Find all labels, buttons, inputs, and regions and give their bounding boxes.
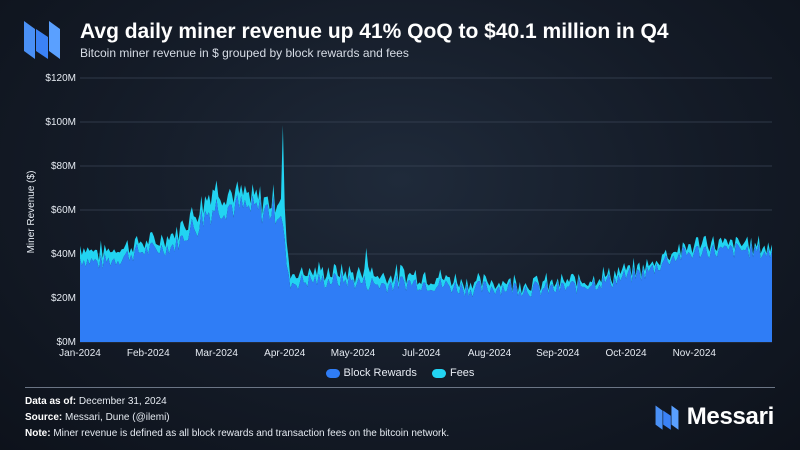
x-tick-label: Aug-2024 xyxy=(468,348,512,359)
chart-legend: Block Rewards Fees xyxy=(0,367,800,381)
footer-source: Source: Messari, Dune (@ilemi) xyxy=(25,412,170,423)
y-tick-label: $60M xyxy=(51,205,76,216)
y-tick-label: $0M xyxy=(57,337,76,348)
y-tick-label: $80M xyxy=(51,161,76,172)
x-tick-label: Jan-2024 xyxy=(59,348,101,359)
fees-area xyxy=(80,125,772,298)
legend-item-block-rewards: Block Rewards xyxy=(325,367,417,379)
legend-swatch-fees xyxy=(431,368,446,378)
x-tick-label: Mar-2024 xyxy=(195,348,238,359)
source-label: Source: xyxy=(25,412,63,423)
source-value: Messari, Dune (@ilemi) xyxy=(65,412,170,423)
y-axis-ticks: $0M $20M $40M $60M $80M $100M $120M xyxy=(45,73,76,348)
brand-mark: Messari xyxy=(653,403,774,431)
legend-label-block-rewards: Block Rewards xyxy=(343,367,417,379)
data-areas xyxy=(80,125,772,342)
x-tick-label: Sep-2024 xyxy=(536,348,580,359)
brand-name: Messari xyxy=(686,403,775,430)
x-tick-label: Nov-2024 xyxy=(673,348,717,359)
y-tick-label: $120M xyxy=(45,73,76,84)
footer-divider xyxy=(25,387,775,388)
x-tick-label: Apr-2024 xyxy=(264,348,306,359)
x-axis-ticks: Jan-2024 Feb-2024 Mar-2024 Apr-2024 May-2024… xyxy=(59,348,716,359)
footer-note: Note: Miner revenue is defined as all bl… xyxy=(25,428,449,439)
x-tick-label: Oct-2024 xyxy=(605,348,647,359)
footer-data-as-of: Data as of: December 31, 2024 xyxy=(25,396,167,407)
x-tick-label: May-2024 xyxy=(331,348,376,359)
x-tick-label: Jul-2024 xyxy=(402,348,441,359)
x-tick-label: Feb-2024 xyxy=(127,348,170,359)
legend-label-fees: Fees xyxy=(449,367,475,379)
data-as-of-label: Data as of: xyxy=(25,396,77,407)
legend-item-fees: Fees xyxy=(431,367,475,379)
revenue-area-chart: $0M $20M $40M $60M $80M $100M $120M Jan-2024 Fe… xyxy=(26,73,772,359)
y-tick-label: $40M xyxy=(51,249,76,260)
data-as-of-value: December 31, 2024 xyxy=(78,396,167,407)
legend-swatch-block-rewards xyxy=(325,368,340,378)
y-axis-title: Miner Revenue ($) xyxy=(26,171,37,254)
note-value: Miner revenue is defined as all block re… xyxy=(53,428,450,439)
y-tick-label: $100M xyxy=(45,117,76,128)
messari-logo-icon xyxy=(24,21,60,59)
chart-subtitle: Bitcoin miner revenue in $ grouped by bl… xyxy=(80,46,409,60)
messari-brand-icon xyxy=(655,405,679,430)
chart-title: Avg daily miner revenue up 41% QoQ to $4… xyxy=(80,20,669,43)
block-rewards-area xyxy=(80,194,772,342)
note-label: Note: xyxy=(25,428,51,439)
y-tick-label: $20M xyxy=(51,293,76,304)
